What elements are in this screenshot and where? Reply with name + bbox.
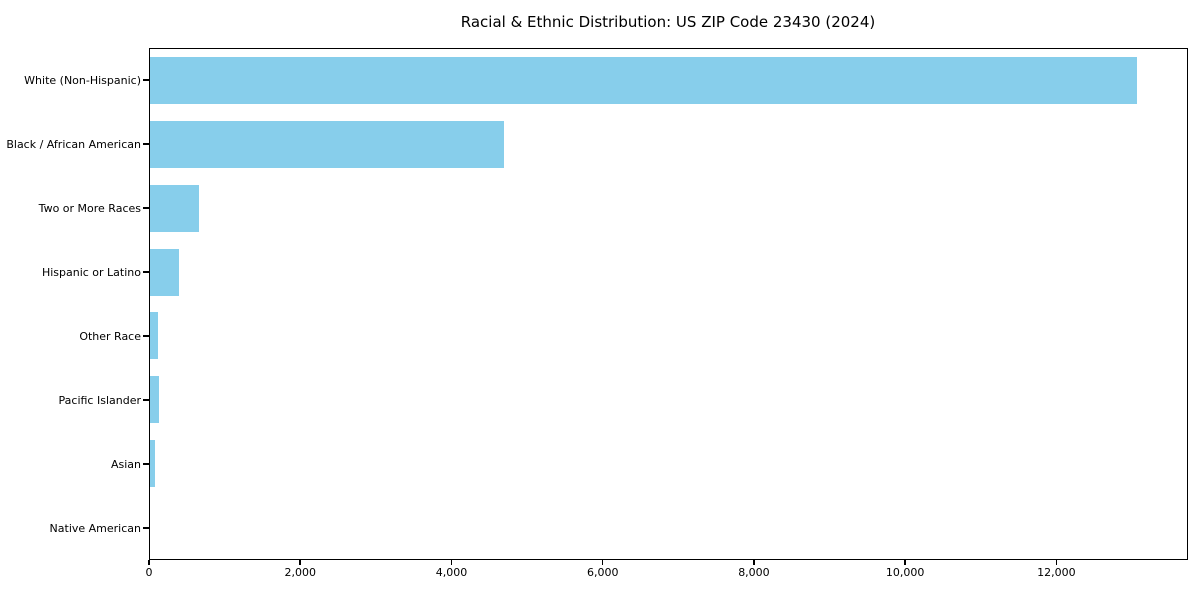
- y-tick-label: White (Non-Hispanic): [24, 73, 141, 87]
- bar-white-non-hispanic: [150, 57, 1138, 105]
- bar-row: [150, 495, 1187, 559]
- bar-pacific-islander: [150, 376, 159, 424]
- x-tick-label: 0: [145, 566, 153, 579]
- y-tick-label: Hispanic or Latino: [41, 265, 141, 279]
- x-tick-label: 2,000: [284, 566, 316, 579]
- chart-title: Racial & Ethnic Distribution: US ZIP Cod…: [460, 13, 876, 31]
- y-axis-ticks: [143, 48, 149, 560]
- y-tick-label: Black / African American: [6, 137, 141, 151]
- y-tick-mark: [143, 79, 149, 81]
- y-tick-label: Other Race: [79, 329, 141, 343]
- bar-row: [150, 177, 1187, 241]
- y-tick-label: Two or More Races: [38, 201, 141, 215]
- x-tick-label: 6,000: [586, 566, 619, 579]
- y-tick-mark: [143, 271, 149, 273]
- y-tick-label: Asian: [110, 457, 141, 471]
- bar-hispanic-or-latino: [150, 248, 180, 296]
- x-tick-label: 12,000: [1037, 566, 1076, 579]
- x-tick-mark: [1055, 560, 1058, 565]
- bar-other-race: [150, 312, 158, 360]
- plot-area: [149, 48, 1188, 560]
- x-tick-mark: [450, 560, 453, 565]
- x-tick-label: 8,000: [738, 566, 770, 579]
- x-tick-mark: [299, 560, 301, 565]
- y-tick-mark: [143, 143, 149, 145]
- bar-row: [150, 432, 1187, 496]
- y-tick-mark: [143, 399, 149, 401]
- y-tick-mark: [143, 527, 149, 529]
- bar-asian: [150, 439, 156, 487]
- y-tick-label: Pacific Islander: [58, 393, 141, 407]
- y-tick-label: Native American: [49, 521, 141, 535]
- bar-black-african-american: [150, 121, 504, 169]
- x-tick-mark: [904, 560, 906, 565]
- y-tick-mark: [143, 207, 149, 209]
- bar-row: [150, 49, 1187, 113]
- x-tick-mark: [148, 560, 150, 565]
- x-tick-label: 4,000: [435, 566, 468, 579]
- bar-two-or-more-races: [150, 184, 200, 232]
- bar-row: [150, 113, 1187, 177]
- y-tick-mark: [143, 463, 149, 465]
- bar-row: [150, 304, 1187, 368]
- x-tick-mark: [601, 560, 604, 565]
- y-tick-mark: [143, 335, 149, 337]
- bar-row: [150, 240, 1187, 304]
- x-tick-label: 10,000: [885, 566, 925, 579]
- bar-row: [150, 368, 1187, 432]
- y-axis-labels: White (Non-Hispanic) Black / African Amer…: [0, 48, 141, 560]
- x-tick-mark: [753, 560, 755, 565]
